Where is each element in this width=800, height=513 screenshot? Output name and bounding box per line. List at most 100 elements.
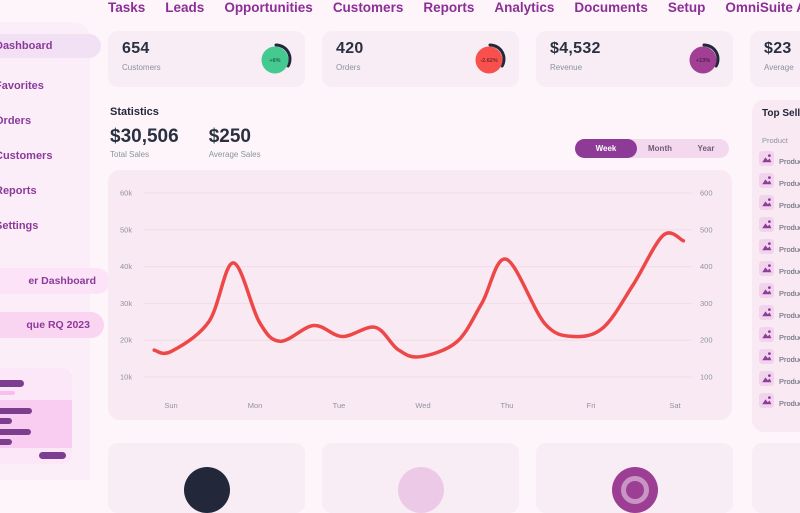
- target-circle-icon: [611, 467, 658, 513]
- stat-card-revenue: $4,532 Revenue +13%: [536, 31, 733, 87]
- product-image-icon: [759, 327, 774, 342]
- stat-card-row: 654 Customers +6% 420 Orders -2.62% $4,532 Reve…: [108, 31, 800, 87]
- product-image-icon: [759, 283, 774, 298]
- skeleton-bar: [0, 391, 15, 395]
- stat-label: Revenue: [550, 63, 583, 72]
- product-row[interactable]: Product: [752, 392, 800, 414]
- circle-ring-icon: [620, 476, 649, 504]
- nav-item-reports[interactable]: Reports: [423, 0, 475, 15]
- nav-item-tasks[interactable]: Tasks: [108, 0, 146, 15]
- svg-text:Fri: Fri: [587, 401, 596, 410]
- range-tab-week[interactable]: Week: [575, 139, 637, 158]
- stat-value: $4,532: [550, 40, 601, 57]
- product-row[interactable]: Product: [752, 282, 800, 304]
- pink-circle-icon: [397, 467, 444, 513]
- skeleton-bar: [0, 429, 31, 435]
- range-tab-month[interactable]: Month: [648, 144, 672, 153]
- product-row[interactable]: Product: [752, 348, 800, 370]
- product-row[interactable]: Product: [752, 260, 800, 282]
- range-tab-year[interactable]: Year: [697, 144, 715, 153]
- svg-text:50k: 50k: [120, 225, 132, 234]
- top-nav: Tasks Leads Opportunities Customers Reports A…: [108, 0, 800, 18]
- stat-value: $23: [764, 40, 792, 57]
- stat-card-customers: 654 Customers +6%: [108, 31, 305, 87]
- product-image-icon: [759, 305, 774, 320]
- nav-item-leads[interactable]: Leads: [165, 0, 205, 15]
- svg-text:Sun: Sun: [164, 401, 177, 410]
- product-image-icon: [759, 349, 774, 364]
- sidebar-pill-er-dashboard[interactable]: er Dashboard: [0, 268, 110, 294]
- average-sales-label: Average Sales: [208, 150, 261, 159]
- svg-text:30k: 30k: [120, 299, 132, 308]
- product-label: Product: [779, 200, 800, 210]
- sidebar-item-orders[interactable]: Orders: [0, 115, 32, 127]
- stat-label: Average: [764, 63, 794, 72]
- product-label: Product: [779, 178, 800, 188]
- nav-item-documents[interactable]: Documents: [574, 0, 648, 15]
- top-selling-title: Top Selling: [762, 108, 800, 119]
- change-badge: +13%: [687, 42, 721, 76]
- product-image-icon: [759, 151, 774, 166]
- product-row[interactable]: Product: [752, 304, 800, 326]
- stat-value: 420: [336, 40, 364, 57]
- product-row[interactable]: Product: [752, 326, 800, 348]
- sales-chart: 10k 100 20k 200 30k 300 40k 400 50k 500 60k 600 Sun M…: [120, 189, 713, 411]
- change-badge: -2.62%: [473, 42, 507, 76]
- svg-text:-2.62%: -2.62%: [480, 58, 498, 64]
- total-sales-value: $30,506: [110, 126, 179, 147]
- bottom-card-2: [322, 443, 519, 513]
- nav-item-opportunities[interactable]: Opportunities: [224, 0, 313, 15]
- top-selling-panel: Top Selling Product ProductProductProduc…: [752, 100, 800, 432]
- stat-label: Orders: [336, 63, 361, 72]
- product-list: Product Product Product Product Product Produ…: [752, 150, 800, 414]
- svg-text:+13%: +13%: [696, 58, 710, 64]
- product-row[interactable]: Product: [752, 172, 800, 194]
- product-label: Product: [779, 376, 800, 386]
- product-row[interactable]: Product: [752, 150, 800, 172]
- product-label: Product: [779, 310, 800, 320]
- sidebar-item-customers[interactable]: Customers: [0, 150, 53, 162]
- total-sales-label: Total Sales: [110, 150, 150, 159]
- sidebar-item-reports[interactable]: Reports: [0, 185, 37, 197]
- svg-text:Tue: Tue: [333, 401, 346, 410]
- product-image-icon: [759, 195, 774, 210]
- svg-text:+6%: +6%: [269, 58, 280, 64]
- product-label: Product: [779, 288, 800, 298]
- svg-text:400: 400: [700, 262, 713, 271]
- skeleton-bar: [39, 452, 66, 459]
- product-label: Product: [779, 398, 800, 408]
- skeleton-bar: [0, 418, 12, 424]
- product-row[interactable]: Product: [752, 238, 800, 260]
- svg-text:40k: 40k: [120, 262, 132, 271]
- svg-text:10k: 10k: [120, 373, 132, 382]
- product-image-icon: [759, 261, 774, 276]
- sidebar-item-settings[interactable]: Settings: [0, 220, 39, 232]
- sidebar-widget: [0, 368, 72, 464]
- svg-text:600: 600: [700, 189, 713, 198]
- sidebar-item-favorites[interactable]: Favorites: [0, 80, 44, 92]
- product-image-icon: [759, 239, 774, 254]
- product-image-icon: [759, 173, 774, 188]
- svg-text:Sat: Sat: [669, 401, 681, 410]
- svg-text:100: 100: [700, 373, 713, 382]
- product-label: Product: [779, 244, 800, 254]
- total-sales: $30,506 Total Sales: [110, 126, 179, 159]
- svg-text:300: 300: [700, 299, 713, 308]
- nav-item-omnisuite-app[interactable]: OmniSuite App: [725, 0, 800, 15]
- change-badge: +6%: [259, 42, 293, 76]
- product-row[interactable]: Product: [752, 370, 800, 392]
- svg-text:500: 500: [700, 225, 713, 234]
- svg-text:20k: 20k: [120, 336, 132, 345]
- product-row[interactable]: Product: [752, 194, 800, 216]
- stat-card-orders: 420 Orders -2.62%: [322, 31, 519, 87]
- product-image-icon: [759, 217, 774, 232]
- sidebar-pill-que-rq-2023[interactable]: que RQ 2023: [0, 312, 104, 338]
- skeleton-bar: [0, 380, 24, 387]
- nav-item-analytics[interactable]: Analytics: [494, 0, 555, 15]
- sidebar-item-dashboard[interactable]: Dashboard: [0, 34, 101, 58]
- nav-item-setup[interactable]: Setup: [667, 0, 706, 15]
- nav-item-customers[interactable]: Customers: [332, 0, 404, 15]
- product-row[interactable]: Product: [752, 216, 800, 238]
- stat-card-average: $23 Average: [750, 31, 800, 87]
- average-sales-value: $250: [208, 126, 251, 147]
